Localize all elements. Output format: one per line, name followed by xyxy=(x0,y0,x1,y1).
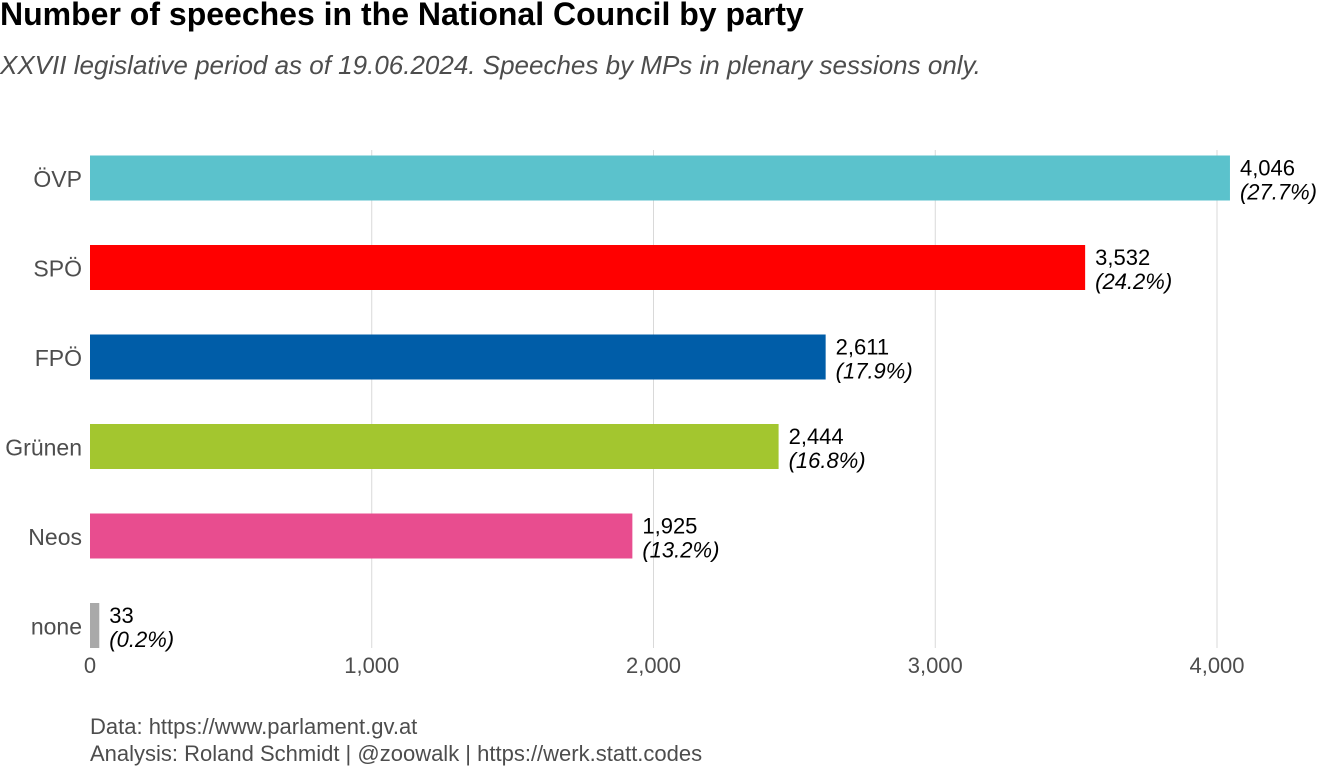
bar-5 xyxy=(90,603,100,648)
x-tick-label-1: 1,000 xyxy=(344,653,399,678)
bar-1 xyxy=(90,245,1086,290)
x-tick-label-0: 0 xyxy=(84,653,96,678)
bar-0 xyxy=(90,155,1230,201)
category-label-0: ÖVP xyxy=(33,166,82,192)
value-label-1: 3,532 xyxy=(1095,245,1150,270)
value-label-4: 1,925 xyxy=(642,514,697,539)
x-tick-label-4: 4,000 xyxy=(1189,653,1244,678)
value-label-5: 33 xyxy=(109,603,133,628)
x-tick-label-3: 3,000 xyxy=(908,653,963,678)
data-source-caption: Data: https://www.parlament.gv.at xyxy=(90,714,418,739)
category-label-1: SPÖ xyxy=(33,256,82,282)
category-label-2: FPÖ xyxy=(35,345,82,371)
bar-4 xyxy=(90,513,633,559)
chart-subtitle: XXVII legislative period as of 19.06.202… xyxy=(0,50,981,80)
category-label-5: none xyxy=(31,614,82,640)
percent-label-0: (27.7%) xyxy=(1240,180,1317,205)
category-label-3: Grünen xyxy=(5,435,82,461)
chart-title: Number of speeches in the National Counc… xyxy=(0,0,804,32)
value-label-2: 2,611 xyxy=(836,335,889,360)
bar-2 xyxy=(90,334,826,380)
bar-3 xyxy=(90,424,779,469)
percent-label-1: (24.2%) xyxy=(1095,269,1172,294)
percent-label-4: (13.2%) xyxy=(642,538,719,563)
percent-label-5: (0.2%) xyxy=(109,627,174,652)
percent-label-3: (16.8%) xyxy=(789,448,866,473)
value-label-3: 2,444 xyxy=(789,424,844,449)
analysis-credit-caption: Analysis: Roland Schmidt | @zoowalk | ht… xyxy=(90,741,703,766)
x-tick-label-2: 2,000 xyxy=(626,653,681,678)
percent-label-2: (17.9%) xyxy=(836,359,913,384)
category-label-4: Neos xyxy=(28,524,82,550)
value-label-0: 4,046 xyxy=(1240,156,1295,181)
